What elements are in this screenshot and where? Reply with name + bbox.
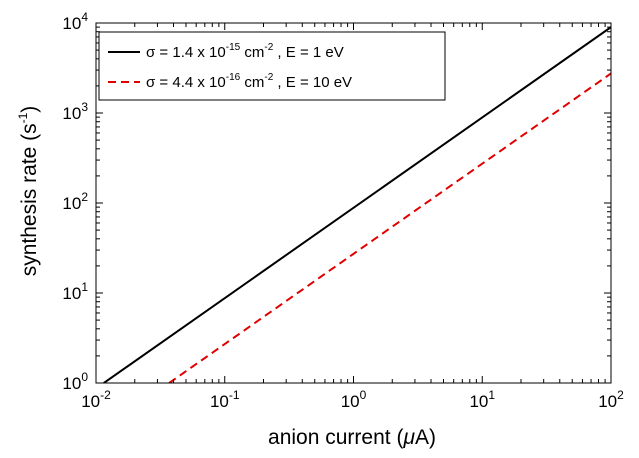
plot-lines bbox=[103, 26, 611, 383]
y-axis-label: synthesis rate (s-1) bbox=[16, 106, 41, 277]
x-tick-label: 102 bbox=[598, 388, 624, 411]
y-tick-label: 104 bbox=[62, 10, 88, 33]
y-tick-label: 100 bbox=[62, 370, 88, 393]
x-tick-label: 10-2 bbox=[81, 388, 111, 411]
y-tick-label: 102 bbox=[62, 190, 88, 213]
x-axis-label: anion current (μA) bbox=[268, 426, 436, 449]
legend: σ = 1.4 x 10-15 cm-2 , E = 1 eV σ = 4.4 … bbox=[98, 31, 446, 101]
series-line-1 bbox=[103, 26, 611, 383]
legend-box bbox=[98, 31, 446, 101]
series-line-2 bbox=[168, 72, 611, 383]
y-tick-label: 101 bbox=[62, 280, 88, 303]
legend-label-series-1: σ = 1.4 x 10-15 cm-2 , E = 1 eV bbox=[146, 42, 344, 61]
y-tick-label: 103 bbox=[62, 100, 88, 123]
x-tick-label: 100 bbox=[341, 388, 367, 411]
ticks: 10-2 10-1 100 101 102 100 101 102 103 104 bbox=[62, 10, 624, 411]
legend-label-series-2: σ = 4.4 x 10-16 cm-2 , E = 10 eV bbox=[146, 72, 352, 91]
x-tick-label: 10-1 bbox=[210, 388, 240, 411]
x-tick-label: 101 bbox=[469, 388, 495, 411]
